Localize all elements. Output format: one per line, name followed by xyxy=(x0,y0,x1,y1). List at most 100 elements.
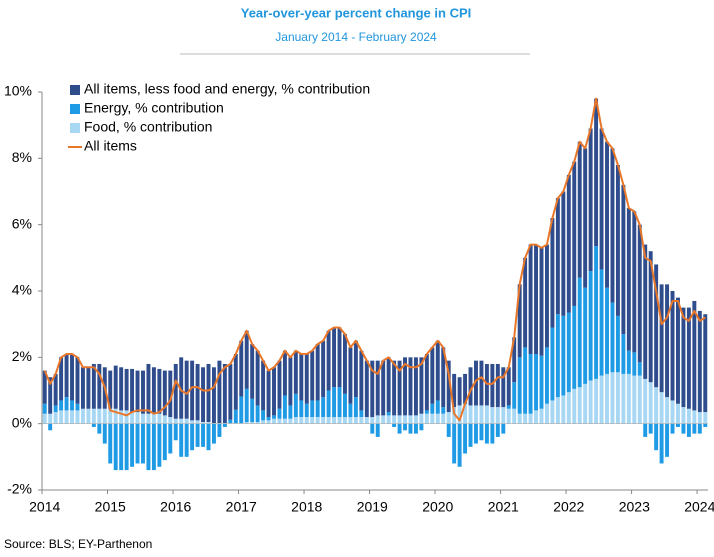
bar-segment xyxy=(146,413,151,424)
bar-segment xyxy=(506,367,511,406)
bar-segment xyxy=(184,423,189,457)
bar-segment xyxy=(692,410,697,424)
bar-segment xyxy=(637,362,642,376)
bar-segment xyxy=(162,423,167,461)
bar-segment xyxy=(272,367,276,416)
bar-segment xyxy=(550,218,555,328)
bar-segment xyxy=(162,370,167,416)
bar-segment xyxy=(506,405,511,409)
x-tick-label: 2021 xyxy=(488,499,519,515)
x-tick-label: 2018 xyxy=(291,499,322,515)
bar-segment xyxy=(211,367,216,424)
bar-segment xyxy=(528,354,533,414)
bar-segment xyxy=(490,363,495,408)
bar-segment xyxy=(457,423,462,467)
bar-segment xyxy=(266,370,271,418)
bar-segment xyxy=(637,224,642,363)
bar-segment xyxy=(670,291,675,401)
bar-segment xyxy=(48,413,53,424)
bar-segment xyxy=(517,284,522,358)
bar-segment xyxy=(468,423,473,447)
bar-segment xyxy=(135,370,140,413)
bar-segment xyxy=(632,352,637,376)
bar-segment xyxy=(288,418,293,424)
bar-segment xyxy=(239,396,244,424)
y-tick-label: 6% xyxy=(12,215,32,231)
bar-segment xyxy=(610,302,615,373)
bar-segment xyxy=(201,422,206,424)
bar-segment xyxy=(544,347,549,404)
bar-segment xyxy=(599,375,604,424)
chart-title: Year-over-year percent change in CPI xyxy=(241,5,471,20)
bar-segment xyxy=(452,423,457,464)
bar-segment xyxy=(490,423,495,444)
bar-segment xyxy=(408,357,413,416)
bar-segment xyxy=(75,403,80,411)
bar-segment xyxy=(654,423,659,451)
bar-segment xyxy=(91,363,96,409)
bar-segment xyxy=(141,413,145,424)
bar-segment xyxy=(577,387,582,424)
bar-segment xyxy=(70,410,74,424)
bar-segment xyxy=(435,340,440,401)
bar-segment xyxy=(348,403,353,418)
bar-segment xyxy=(441,407,446,414)
bar-segment xyxy=(413,415,418,424)
bar-segment xyxy=(643,423,648,437)
bar-segment xyxy=(364,417,369,424)
x-tick-label: 2017 xyxy=(226,499,257,515)
bar-segment xyxy=(179,423,184,457)
bar-segment xyxy=(102,408,107,424)
bar-segment xyxy=(555,397,560,424)
bar-segment xyxy=(446,412,451,424)
bar-segment xyxy=(392,423,397,427)
line xyxy=(43,97,706,422)
bar-segment xyxy=(53,405,58,413)
bar-segment xyxy=(97,408,102,424)
bar-segment xyxy=(534,354,539,411)
bar-segment xyxy=(643,244,648,379)
bar-segment xyxy=(277,408,282,419)
bar-segment xyxy=(141,370,145,414)
bar-segment xyxy=(266,420,271,424)
bar-segment xyxy=(670,400,675,424)
bar-segment xyxy=(648,251,653,383)
bar-segment xyxy=(359,417,364,424)
bar-segment xyxy=(173,423,178,441)
bar-segment xyxy=(615,372,620,424)
bar-segment xyxy=(490,407,495,424)
bar-segment xyxy=(686,408,691,424)
bar-segment xyxy=(381,415,386,424)
bar-segment xyxy=(217,423,222,424)
bar-segment xyxy=(397,360,402,416)
bar-segment xyxy=(703,314,708,413)
bar-segment xyxy=(468,367,473,406)
x-tick-label: 2024 xyxy=(684,499,714,515)
bar-segment xyxy=(474,405,478,424)
bar-segment xyxy=(676,297,680,404)
bar-segment xyxy=(408,415,413,424)
bar-segment xyxy=(113,365,118,409)
bar-segment xyxy=(124,423,129,471)
bar-segment xyxy=(195,363,200,421)
bar-segment xyxy=(594,246,599,379)
bar-segment xyxy=(479,360,484,406)
bar-segment xyxy=(91,423,96,427)
bar-segment xyxy=(583,148,588,288)
bar-segment xyxy=(681,407,686,424)
bar-segment xyxy=(146,363,151,414)
bar-segment xyxy=(337,327,342,388)
bar-segment xyxy=(670,423,675,434)
bar-segment xyxy=(424,413,429,424)
bar-segment xyxy=(665,397,670,424)
bar-segment xyxy=(119,367,124,411)
bar-segment xyxy=(654,387,659,424)
bar-segment xyxy=(615,164,620,316)
bar-segment xyxy=(277,360,282,409)
x-tick-label: 2020 xyxy=(422,499,453,515)
bar-segment xyxy=(315,400,320,418)
bar-segment xyxy=(244,422,249,424)
bar-segment xyxy=(621,184,626,335)
legend-label: Food, % contribution xyxy=(84,119,212,135)
bar-segment xyxy=(626,208,631,351)
